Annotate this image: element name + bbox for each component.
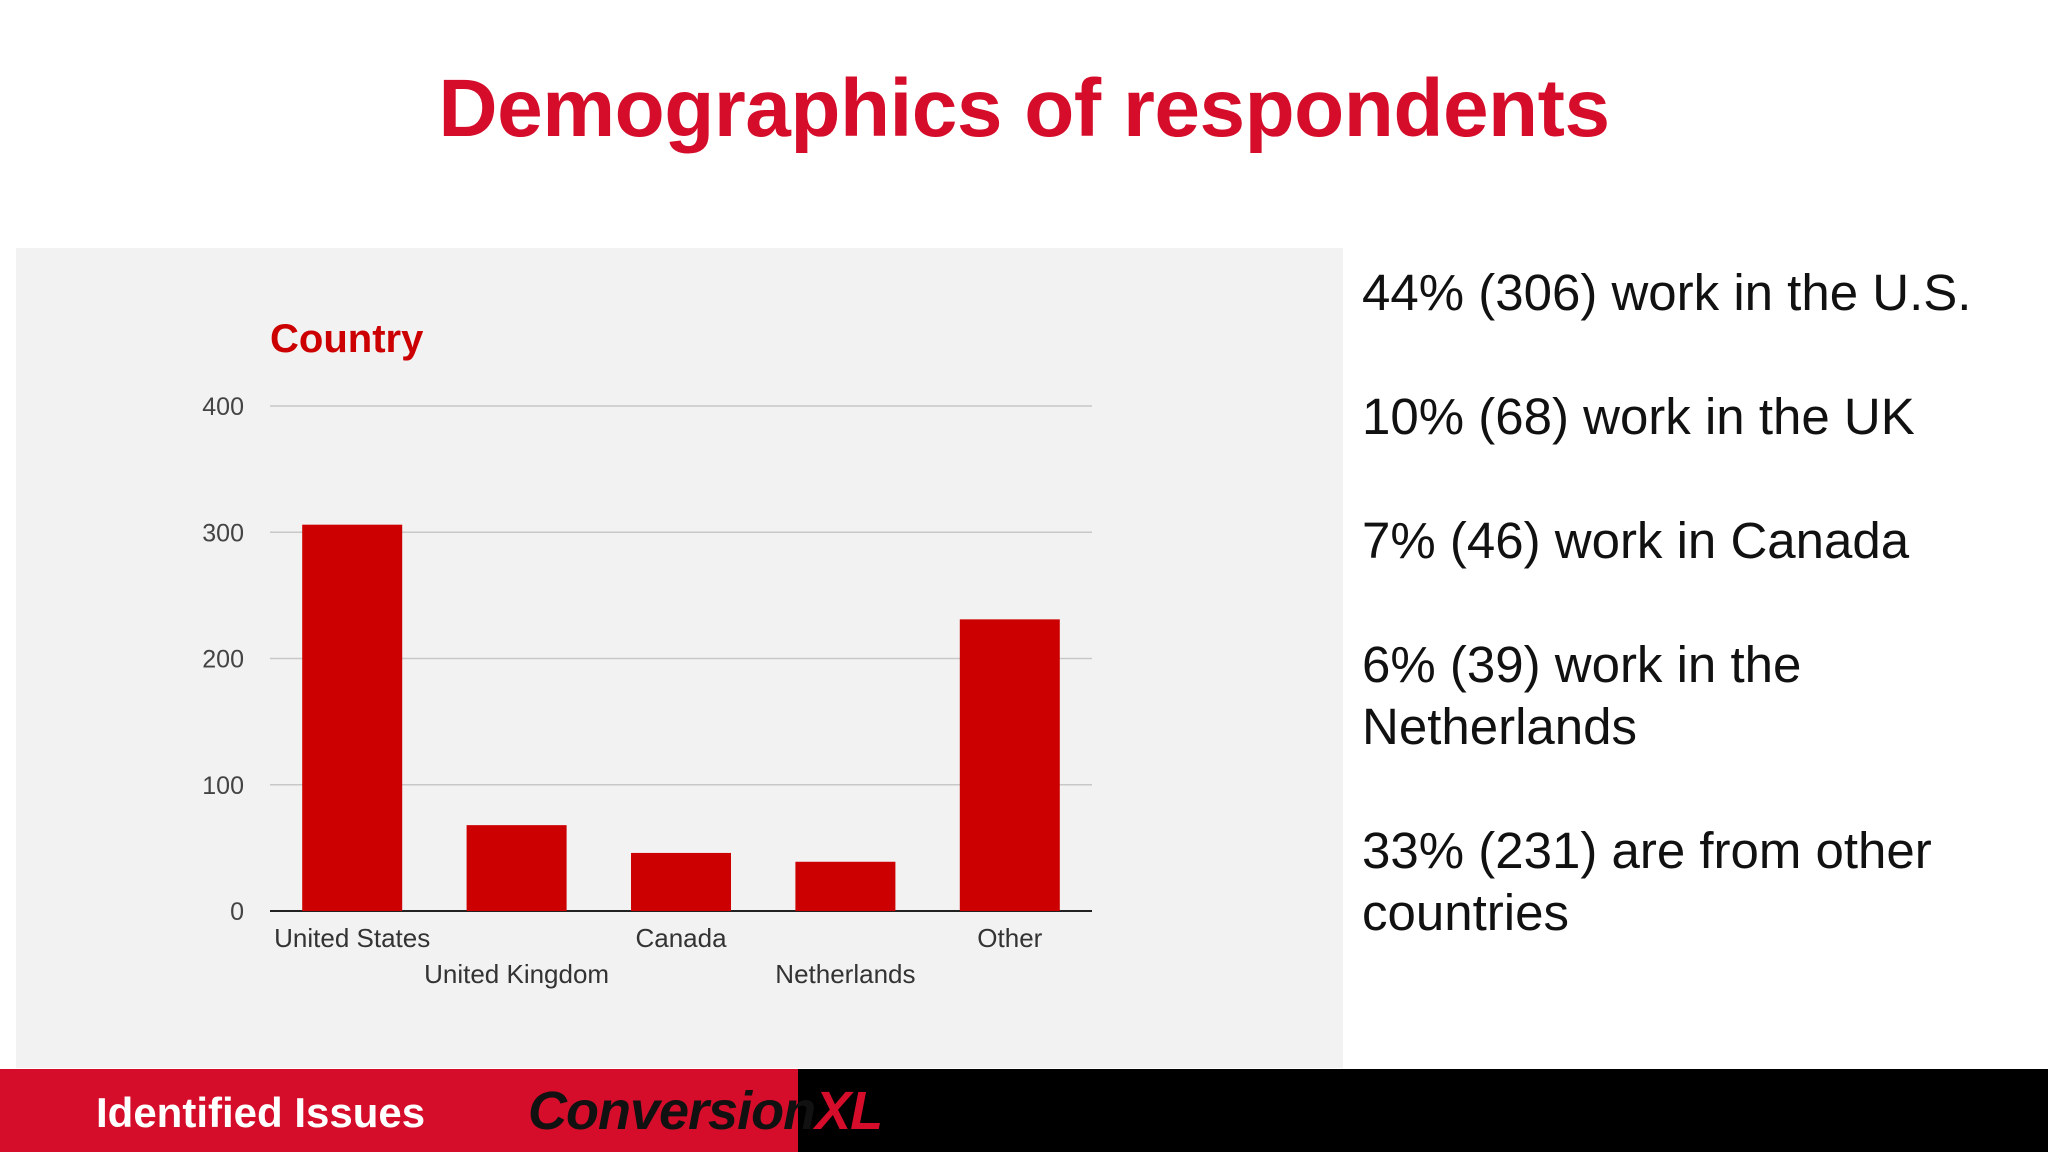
bar-other (959, 619, 1060, 911)
stat-canada: 7% (46) work in Canada (1362, 512, 1910, 569)
x-tick-label: Canada (635, 923, 727, 953)
x-tick-label: United States (274, 923, 430, 953)
stat-netherlands: 6% (39) work in the Netherlands (1362, 636, 1802, 755)
footer-black-band (798, 1069, 2048, 1152)
chart-title: Country (270, 317, 424, 361)
x-tick-label: United Kingdom (424, 959, 609, 989)
x-tick-label: Other (977, 923, 1042, 953)
bar-united-states (302, 524, 403, 911)
footer-red-band (0, 1069, 798, 1152)
y-tick-label: 0 (230, 898, 244, 926)
logo-conversion-text: Conversion (528, 1081, 816, 1141)
bar-canada (631, 852, 731, 911)
bar-united-kingdom (466, 825, 567, 911)
stat-us: 44% (306) work in the U.S. (1362, 264, 1972, 321)
country-bar-chart: Country 0 100 200 300 400 United States Unite… (202, 317, 1092, 989)
stat-uk: 10% (68) work in the UK (1362, 388, 1915, 445)
y-tick-label: 100 (202, 772, 244, 800)
y-tick-label: 300 (202, 519, 244, 547)
conversionxl-logo: ConversionXL (528, 1080, 883, 1142)
footer-section-label: Identified Issues (96, 1089, 426, 1136)
x-tick-label: Netherlands (775, 959, 915, 989)
y-tick-label: 400 (202, 393, 244, 421)
logo-xl-text: XL (815, 1081, 883, 1141)
slide-title: Demographics of respondents (438, 63, 1610, 154)
y-tick-label: 200 (202, 646, 244, 674)
bar-netherlands (795, 861, 896, 911)
stat-other: 33% (231) are from other countries (1362, 822, 1932, 941)
chart-panel: Country 0 100 200 300 400 United States Unite… (16, 248, 1343, 1068)
